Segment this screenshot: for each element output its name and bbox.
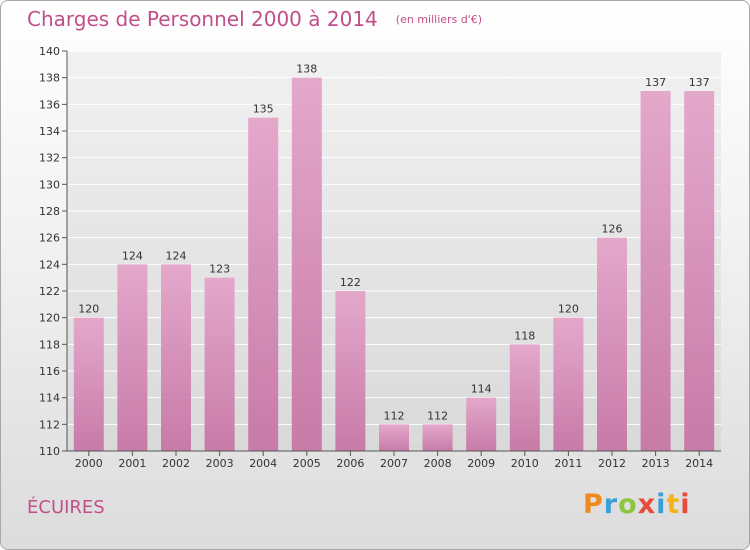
y-tick-label: 110 — [39, 445, 60, 458]
x-tick-label: 2004 — [249, 457, 277, 470]
bar-2001 — [117, 264, 148, 451]
x-tick-label: 2001 — [118, 457, 146, 470]
y-tick-label: 134 — [39, 125, 60, 138]
y-tick-label: 128 — [39, 205, 60, 218]
x-tick-label: 2005 — [293, 457, 321, 470]
y-tick-label: 136 — [39, 98, 60, 111]
x-tick-label: 2012 — [598, 457, 626, 470]
bar-value-label: 137 — [689, 76, 710, 89]
bar-value-label: 135 — [253, 103, 274, 116]
bar-2006 — [335, 291, 366, 451]
logo-letter: i — [656, 489, 667, 520]
x-tick-label: 2006 — [336, 457, 364, 470]
bar-2005 — [291, 77, 322, 452]
y-tick-label: 132 — [39, 152, 60, 165]
bar-value-label: 120 — [78, 303, 99, 316]
bar-value-label: 124 — [122, 249, 143, 262]
x-tick-label: 2011 — [554, 457, 582, 470]
y-tick-label: 138 — [39, 72, 60, 85]
bar-2013 — [640, 91, 671, 451]
chart-subtitle: (en milliers d'€) — [395, 13, 483, 26]
logo-letter: i — [680, 489, 691, 520]
y-tick-label: 124 — [39, 258, 60, 271]
bar-2012 — [597, 237, 627, 451]
logo-letter: x — [637, 489, 657, 520]
logo-letter: t — [666, 489, 681, 520]
bar-value-label: 137 — [645, 76, 666, 89]
x-tick-label: 2008 — [424, 457, 452, 470]
bar-2003 — [204, 277, 235, 451]
y-tick-label: 140 — [39, 45, 60, 58]
x-tick-label: 2002 — [162, 457, 190, 470]
logo-letter: P — [583, 489, 604, 520]
x-tick-label: 2010 — [511, 457, 539, 470]
x-tick-label: 2009 — [467, 457, 495, 470]
bar-value-label: 126 — [602, 223, 623, 236]
bar-2011 — [553, 317, 584, 451]
bar-value-label: 123 — [209, 263, 230, 276]
logo-letter: o — [618, 489, 638, 520]
y-tick-label: 130 — [39, 178, 60, 191]
bar-value-label: 120 — [558, 303, 579, 316]
bar-2000 — [73, 317, 104, 451]
x-tick-label: 2003 — [206, 457, 234, 470]
y-tick-label: 122 — [39, 285, 60, 298]
y-tick-label: 116 — [39, 365, 60, 378]
x-tick-label: 2014 — [685, 457, 713, 470]
bar-2004 — [248, 117, 279, 452]
labels: 110 112 114 116 118 120 122 124 126 128 130 132 134 1… — [39, 45, 713, 470]
bar-2009 — [466, 397, 497, 451]
y-tick-label: 126 — [39, 232, 60, 245]
y-tick-label: 118 — [39, 338, 60, 351]
bar-2014 — [684, 91, 715, 451]
y-tick-label: 114 — [39, 392, 60, 405]
x-tick-label: 2000 — [75, 457, 103, 470]
bar-value-label: 118 — [514, 329, 535, 342]
bar-2010 — [509, 344, 540, 451]
bar-2008 — [422, 424, 453, 451]
bar-value-label: 124 — [166, 249, 187, 262]
title-line: Charges de Personnel 2000 à 2014 (en mil… — [27, 7, 482, 31]
logo-letter: r — [603, 489, 619, 520]
bar-value-label: 114 — [471, 383, 492, 396]
x-tick-label: 2007 — [380, 457, 408, 470]
y-tick-label: 120 — [39, 312, 60, 325]
chart-title: Charges de Personnel 2000 à 2014 — [27, 7, 378, 31]
proxiti-logo[interactable]: Proxiti — [583, 489, 691, 520]
bar-value-label: 138 — [296, 63, 317, 76]
bars — [73, 77, 715, 452]
bar-value-label: 112 — [384, 409, 405, 422]
bar-2002 — [161, 264, 191, 451]
x-tick-label: 2013 — [642, 457, 670, 470]
commune-name: ÉCUIRES — [27, 497, 105, 518]
bar-value-label: 122 — [340, 276, 361, 289]
bar-2007 — [379, 424, 409, 451]
axes — [62, 50, 721, 456]
bar-value-label: 112 — [427, 409, 448, 422]
y-tick-label: 112 — [39, 418, 60, 431]
